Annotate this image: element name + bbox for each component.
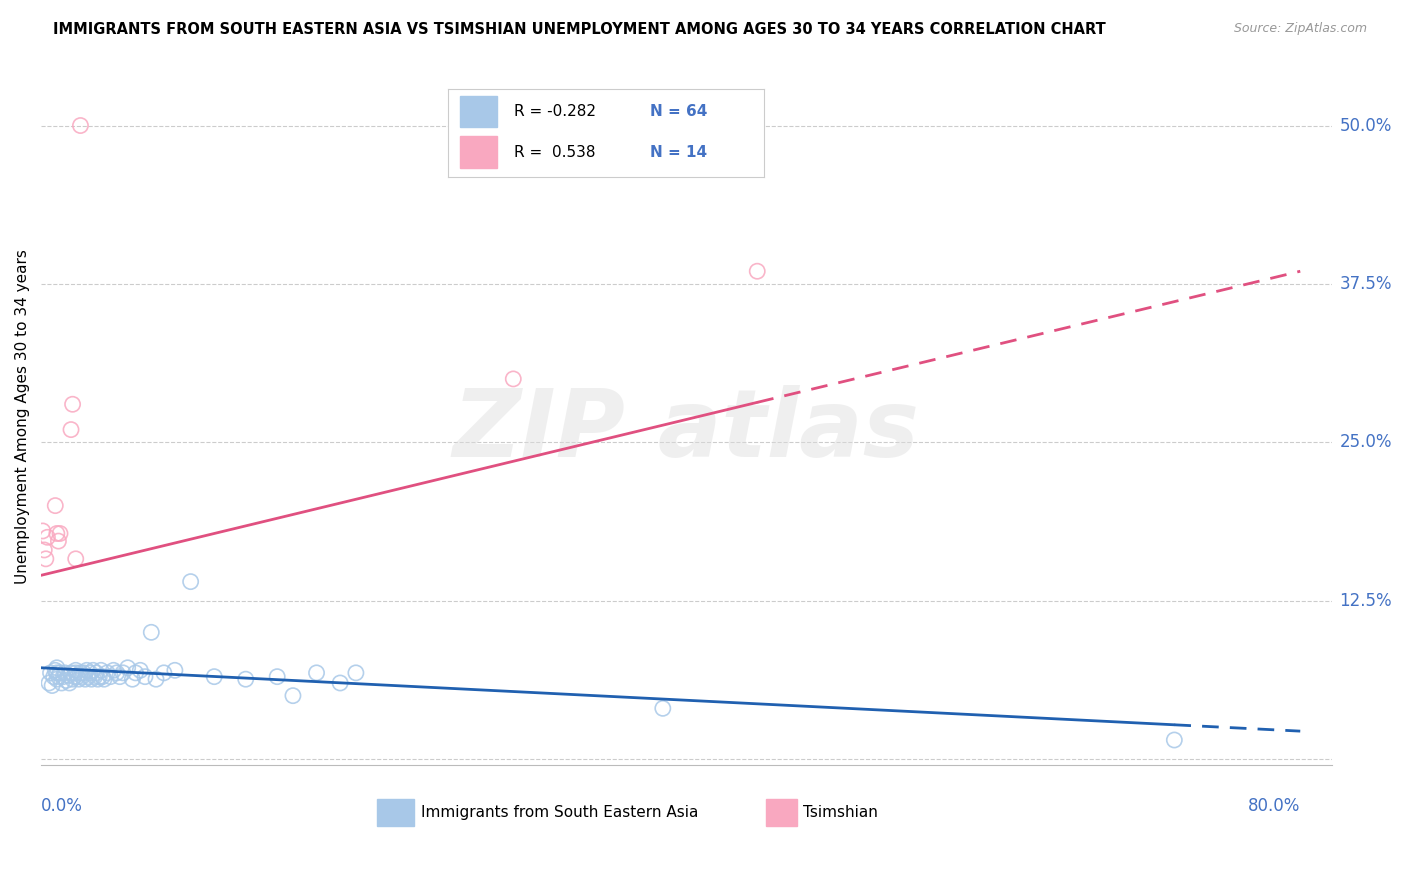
Point: [69, 119, 91, 133]
Point: [87, 672, 110, 686]
Point: [129, 663, 152, 677]
Point: [153, 665, 176, 680]
Point: [70, 670, 93, 684]
Point: [49, 526, 72, 541]
Point: [344, 665, 367, 680]
Point: [66, 670, 89, 684]
Text: 37.5%: 37.5%: [1340, 275, 1392, 293]
Point: [65, 663, 87, 677]
Point: [651, 701, 673, 715]
Point: [37, 530, 59, 544]
Point: [121, 672, 143, 686]
Point: [35, 551, 58, 566]
Point: [52, 670, 75, 684]
Point: [124, 665, 146, 680]
Point: [60, 665, 83, 680]
Point: [31, 524, 53, 538]
Point: [69, 665, 91, 680]
Point: [76, 663, 98, 677]
Point: [60, 423, 83, 437]
Point: [39, 665, 62, 680]
Point: [65, 665, 87, 680]
Point: [45, 672, 67, 686]
Point: [48, 670, 70, 684]
Point: [45, 526, 67, 541]
Text: Source: ZipAtlas.com: Source: ZipAtlas.com: [1233, 22, 1367, 36]
Text: 50.0%: 50.0%: [1340, 117, 1392, 135]
Text: 80.0%: 80.0%: [1249, 797, 1301, 815]
Point: [266, 670, 288, 684]
Text: 0.0%: 0.0%: [41, 797, 83, 815]
Point: [117, 661, 139, 675]
Point: [281, 689, 304, 703]
Point: [56, 668, 79, 682]
Point: [83, 670, 105, 684]
Point: [96, 665, 118, 680]
Point: [82, 663, 104, 677]
Point: [53, 665, 76, 680]
Text: 25.0%: 25.0%: [1340, 434, 1392, 451]
Text: IMMIGRANTS FROM SOUTH EASTERN ASIA VS TSIMSHIAN UNEMPLOYMENT AMONG AGES 30 TO 34: IMMIGRANTS FROM SOUTH EASTERN ASIA VS TS…: [53, 22, 1107, 37]
Text: ZIP atlas: ZIP atlas: [453, 384, 920, 477]
Point: [89, 670, 111, 684]
Point: [747, 264, 769, 278]
Point: [41, 679, 63, 693]
Point: [103, 663, 125, 677]
Point: [105, 665, 128, 680]
Point: [62, 672, 84, 686]
Point: [91, 670, 114, 684]
Point: [45, 661, 67, 675]
Point: [235, 672, 257, 686]
Point: [38, 676, 60, 690]
Point: [58, 676, 80, 690]
Point: [79, 665, 101, 680]
Point: [65, 551, 87, 566]
Point: [42, 670, 65, 684]
Point: [67, 672, 90, 686]
Point: [163, 663, 186, 677]
Point: [62, 397, 84, 411]
Point: [45, 665, 67, 680]
Point: [75, 672, 97, 686]
Point: [111, 665, 134, 680]
Point: [72, 665, 94, 680]
Point: [108, 670, 131, 684]
Point: [90, 663, 112, 677]
Point: [145, 672, 167, 686]
Point: [80, 672, 103, 686]
Point: [202, 670, 225, 684]
Point: [48, 534, 70, 549]
Point: [55, 673, 77, 688]
Y-axis label: Unemployment Among Ages 30 to 34 years: Unemployment Among Ages 30 to 34 years: [15, 250, 30, 584]
Text: 12.5%: 12.5%: [1340, 591, 1392, 609]
Point: [44, 663, 66, 677]
Point: [134, 670, 156, 684]
Point: [93, 672, 115, 686]
Point: [63, 670, 86, 684]
Point: [84, 665, 107, 680]
Point: [51, 676, 73, 690]
Point: [49, 665, 72, 680]
Point: [1163, 733, 1185, 747]
Point: [77, 670, 100, 684]
Point: [180, 574, 202, 589]
Point: [502, 372, 524, 386]
Point: [329, 676, 352, 690]
Point: [141, 625, 163, 640]
Point: [98, 670, 121, 684]
Point: [32, 543, 55, 558]
Point: [44, 499, 66, 513]
Point: [305, 665, 328, 680]
